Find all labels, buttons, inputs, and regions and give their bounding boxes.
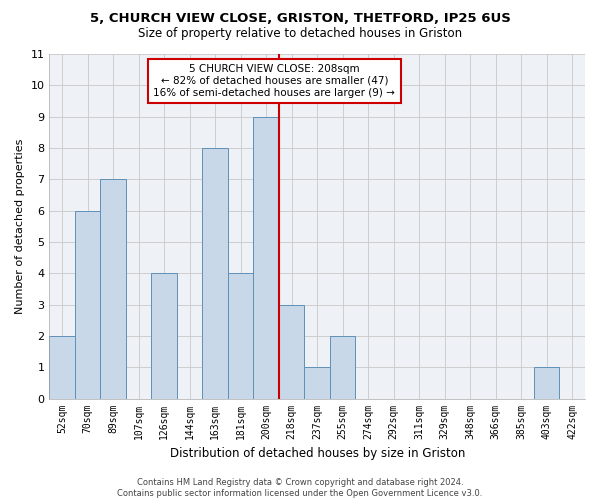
Bar xyxy=(330,336,355,398)
Text: 5, CHURCH VIEW CLOSE, GRISTON, THETFORD, IP25 6US: 5, CHURCH VIEW CLOSE, GRISTON, THETFORD,… xyxy=(89,12,511,26)
Y-axis label: Number of detached properties: Number of detached properties xyxy=(15,138,25,314)
Bar xyxy=(75,210,100,398)
Bar xyxy=(253,116,279,398)
Bar xyxy=(228,274,253,398)
Bar xyxy=(534,367,559,398)
Text: 5 CHURCH VIEW CLOSE: 208sqm
← 82% of detached houses are smaller (47)
16% of sem: 5 CHURCH VIEW CLOSE: 208sqm ← 82% of det… xyxy=(154,64,395,98)
Text: Contains HM Land Registry data © Crown copyright and database right 2024.
Contai: Contains HM Land Registry data © Crown c… xyxy=(118,478,482,498)
Bar xyxy=(49,336,75,398)
Bar xyxy=(151,274,177,398)
Bar xyxy=(202,148,228,399)
Bar xyxy=(279,304,304,398)
X-axis label: Distribution of detached houses by size in Griston: Distribution of detached houses by size … xyxy=(170,447,465,460)
Text: Size of property relative to detached houses in Griston: Size of property relative to detached ho… xyxy=(138,28,462,40)
Bar xyxy=(100,180,126,398)
Bar xyxy=(304,367,330,398)
